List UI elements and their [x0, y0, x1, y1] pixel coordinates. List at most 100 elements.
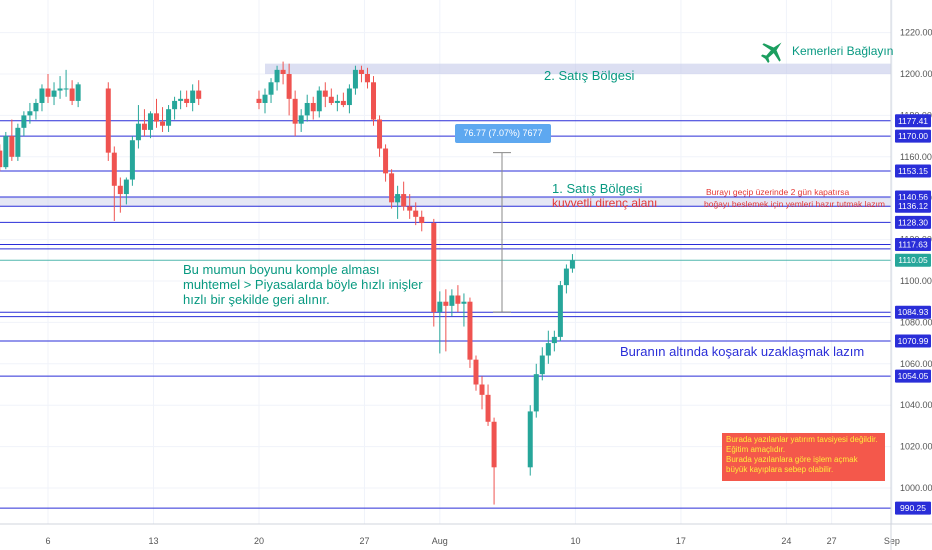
candle-body — [172, 100, 178, 110]
candle-body — [527, 411, 533, 468]
grid — [0, 0, 893, 524]
x-tick-label: 27 — [827, 536, 837, 546]
price-tag-label: 1177.41 — [898, 116, 928, 126]
candle-body — [51, 90, 57, 97]
price-tag-label: 1054.05 — [898, 371, 929, 381]
candle-body — [117, 185, 123, 195]
y-axis[interactable]: 1000.00 1020.00 1040.00 1060.00 1080.00 1100.… — [890, 0, 932, 550]
zones — [0, 63, 891, 207]
candle-body — [551, 336, 557, 344]
candle-body — [154, 113, 160, 122]
price-tag-label: 990.25 — [900, 503, 926, 513]
candle-body — [3, 136, 9, 168]
candle-body — [27, 111, 33, 116]
price-tag — [895, 199, 931, 213]
y-tick-label: 1020.00 — [900, 442, 932, 452]
candle-body — [443, 301, 449, 306]
candle-body — [196, 90, 202, 99]
x-tick-label: 17 — [676, 536, 686, 546]
candle-body — [461, 301, 467, 304]
y-tick-label: 1220.00 — [900, 28, 932, 38]
resistance-band — [0, 197, 891, 207]
candle-body — [479, 384, 485, 395]
price-tag-label: 1153.15 — [898, 166, 928, 176]
y-tick-label: 1060.00 — [900, 359, 932, 369]
candle-body — [15, 127, 21, 157]
candle-body — [334, 100, 340, 103]
candle-body — [371, 82, 377, 120]
candle-body — [533, 374, 539, 412]
x-tick-label: 20 — [254, 536, 264, 546]
candle-body — [563, 268, 569, 286]
y-tick-label: 1040.00 — [900, 400, 932, 410]
price-tag-label: 1084.93 — [898, 307, 929, 317]
candle-body — [322, 90, 328, 97]
y-tick-label: 1080.00 — [900, 317, 932, 327]
candle-body — [316, 90, 322, 112]
price-tag — [895, 215, 931, 229]
x-tick-label: 27 — [359, 536, 369, 546]
candle-body — [33, 102, 39, 112]
candle-body — [135, 123, 141, 141]
candle-body — [274, 69, 280, 83]
disclaimer-line: büyük kayıplara sebep olabilir. — [726, 465, 834, 474]
price-tag-label: 1140.56 — [898, 192, 928, 202]
x-tick-label: 13 — [148, 536, 158, 546]
y-tick-label: 1000.00 — [900, 483, 932, 493]
candle-body — [160, 121, 166, 126]
candle-body — [292, 98, 298, 124]
candle-body — [256, 98, 262, 103]
zone2-label: 2. Satış Bölgesi — [544, 68, 635, 83]
candle-body — [413, 210, 419, 217]
resistance-label: kuvvetli direnç alanı — [552, 196, 658, 210]
below-note: Buranın altında koşarak uzaklaşmak lazım — [620, 344, 865, 359]
candle-body — [123, 179, 129, 195]
candle-body — [111, 152, 117, 186]
candle-body — [0, 150, 3, 168]
price-tag — [895, 114, 931, 128]
candle-body — [431, 223, 437, 313]
price-tag-label: 1110.05 — [898, 255, 928, 265]
candle-body — [280, 69, 286, 74]
candle-body — [389, 173, 395, 203]
main-note: Bu mumun boyunu komple alması muhtemel >… — [183, 262, 423, 307]
candle-body — [262, 94, 268, 103]
price-tag-label: 1128.30 — [898, 217, 928, 227]
candle-body — [39, 88, 45, 103]
candle-body — [105, 88, 111, 153]
candle-body — [467, 301, 473, 360]
candle-body — [364, 74, 370, 83]
candle-body — [9, 136, 15, 157]
candle-body — [69, 88, 75, 101]
zone1-label: 1. Satış Bölgesi — [552, 181, 643, 196]
candle-body — [166, 109, 172, 126]
x-tick-label: 10 — [570, 536, 580, 546]
candle-body — [455, 295, 461, 304]
price-tag — [895, 334, 931, 348]
candle-body — [310, 102, 316, 112]
candle-body — [557, 285, 563, 337]
y-tick-label: 1100.00 — [900, 276, 932, 286]
candle-body — [473, 359, 479, 385]
y-tick-label: 1160.00 — [900, 152, 932, 162]
candle-body — [352, 69, 358, 89]
airplane-icon — [760, 42, 782, 64]
disclaimer-line: Burada yazılanlara göre işlem açmak — [726, 455, 858, 464]
candle-body — [383, 148, 389, 174]
candle-body — [437, 301, 443, 313]
candle-body — [75, 84, 81, 101]
candle-body — [298, 115, 304, 124]
price-tag — [895, 238, 931, 252]
candles — [0, 61, 575, 505]
candle-body — [184, 98, 190, 103]
x-tick-label: Aug — [432, 536, 448, 546]
candle-body — [141, 123, 147, 130]
candle-body — [401, 194, 407, 207]
price-tag — [895, 369, 931, 383]
price-tag — [895, 129, 931, 143]
candle-body — [340, 100, 346, 106]
candle-body — [21, 115, 27, 128]
